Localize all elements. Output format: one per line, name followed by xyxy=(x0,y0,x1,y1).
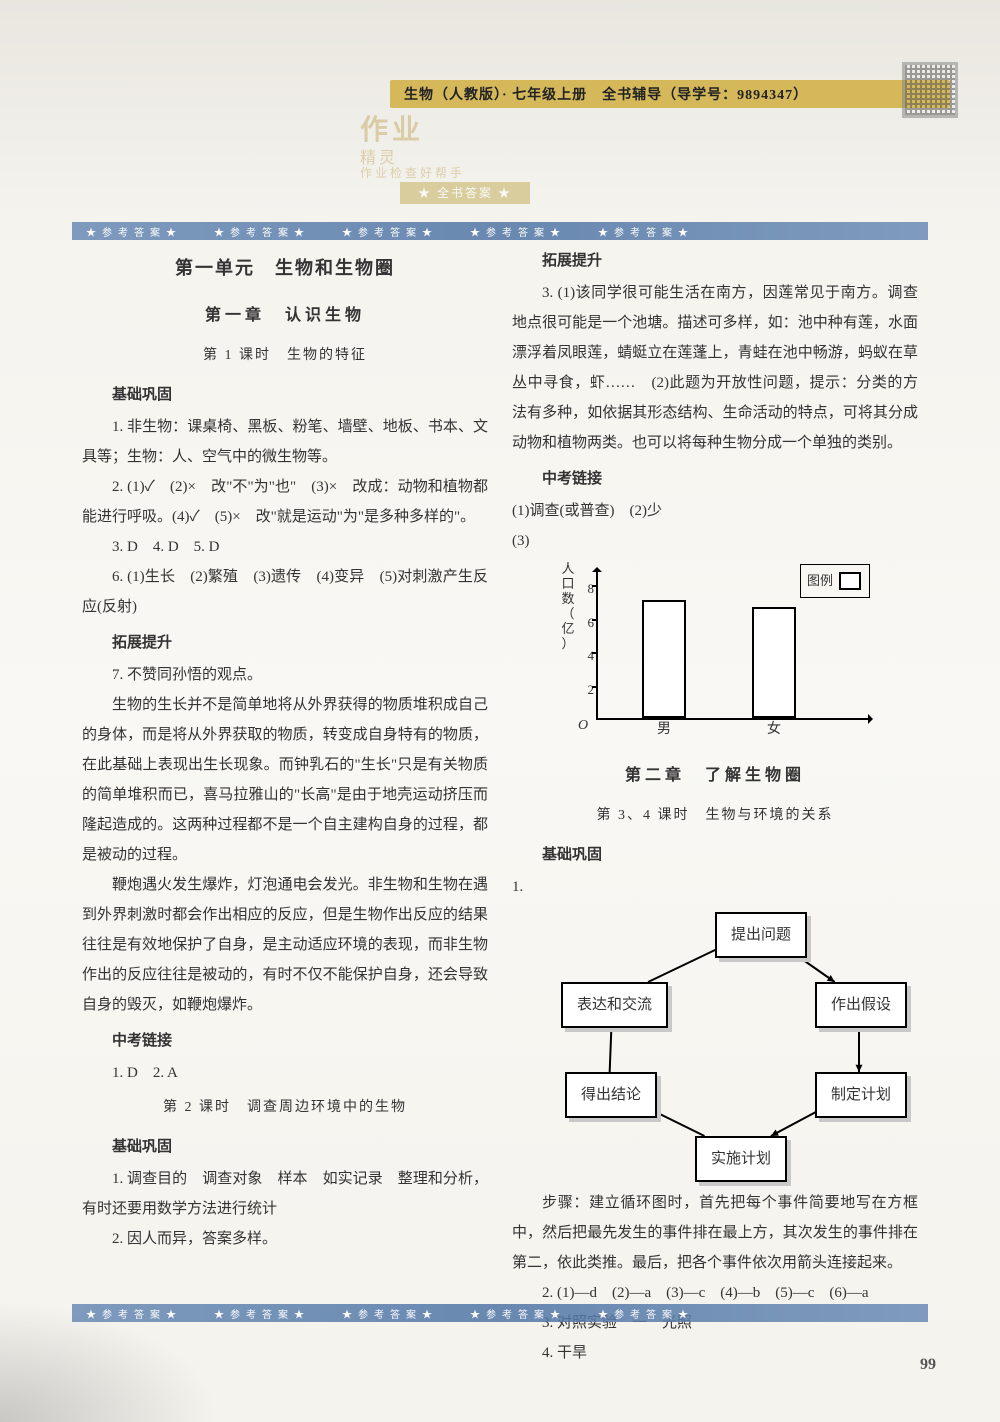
answer-ribbon: ★ 全书答案 ★ xyxy=(400,182,530,204)
flow-node: 表达和交流 xyxy=(561,982,668,1028)
flow-question-label: 1. xyxy=(512,872,918,902)
heading-basic-3: 基础巩固 xyxy=(512,840,918,870)
flow-node: 得出结论 xyxy=(565,1072,657,1118)
chapter-2-title: 第二章 了解生物圈 xyxy=(512,760,918,792)
chart-ytick: 2 xyxy=(578,677,594,703)
legend-swatch-icon xyxy=(839,572,861,590)
answer-text: 3. D 4. D 5. D xyxy=(82,532,488,562)
chapter-1-title: 第一章 认识生物 xyxy=(82,300,488,332)
chart-ytick-mark xyxy=(592,686,598,688)
chart-ytick-mark xyxy=(592,585,598,587)
heading-exam-1: 中考链接 xyxy=(82,1026,488,1056)
lesson-2-title: 第 2 课时 调查周边环境中的生物 xyxy=(82,1094,488,1122)
chart-bar xyxy=(642,600,686,718)
chart-ytick: 6 xyxy=(578,610,594,636)
chart-ytick-mark xyxy=(592,619,598,621)
population-bar-chart: 人口数（亿） O 图例 2 4 6 8 男 女 xyxy=(552,560,882,750)
watermark-line1: 作业 xyxy=(360,108,480,148)
answer-text: 1. 非生物：课桌椅、黑板、粉笔、墙壁、地板、书本、文具等；生物：人、空气中的微… xyxy=(82,412,488,472)
chart-y-label: 人口数（亿） xyxy=(560,562,576,652)
chart-origin-label: O xyxy=(578,712,588,740)
legend-label: 图例 xyxy=(807,568,833,594)
answer-text: 6. (1)生长 (2)繁殖 (3)遗传 (4)变异 (5)对刺激产生反应(反射… xyxy=(82,562,488,622)
reference-band-bottom: ★参考答案★ ★参考答案★ ★参考答案★ ★参考答案★ ★参考答案★ xyxy=(72,1304,928,1322)
answer-text: 4. 干旱 xyxy=(512,1338,918,1368)
answer-text: 生物的生长并不是简单地将从外界获得的物质堆积成自己的身体，而是将从外界获取的物质… xyxy=(82,690,488,870)
lesson-3-4-title: 第 3、4 课时 生物与环境的关系 xyxy=(512,802,918,830)
watermark-sub: 作业检查好帮手 xyxy=(360,164,480,181)
answer-text: 1. 调查目的 调查对象 样本 如实记录 整理和分析，有时还要用数学方法进行统计 xyxy=(82,1164,488,1224)
flow-node: 实施计划 xyxy=(695,1136,787,1182)
qr-code-icon xyxy=(902,62,958,118)
answer-text: 1. D 2. A xyxy=(82,1058,488,1088)
watermark: 作业 精灵 作业检查好帮手 xyxy=(360,108,480,188)
chart-bar xyxy=(752,607,796,718)
heading-basic-1: 基础巩固 xyxy=(82,380,488,410)
heading-exam-2: 中考链接 xyxy=(512,464,918,494)
answer-text: 7. 不赞同孙悟的观点。 xyxy=(82,660,488,690)
left-column: 第一单元 生物和生物圈 第一章 认识生物 第 1 课时 生物的特征 基础巩固 1… xyxy=(82,246,488,1282)
flow-node: 作出假设 xyxy=(815,982,907,1028)
chart-x-axis xyxy=(596,718,872,720)
answer-text: (1)调查(或普查) (2)少 xyxy=(512,496,918,526)
lesson-1-title: 第 1 课时 生物的特征 xyxy=(82,342,488,370)
flow-node: 制定计划 xyxy=(815,1072,907,1118)
header-title: 生物（人教版）· 七年级上册 全书辅导（导学号：9894347） xyxy=(404,84,808,104)
chart-xtick: 男 xyxy=(644,716,684,744)
chart-y-axis xyxy=(596,568,598,720)
right-column: 拓展提升 3. (1)该同学很可能生活在南方，因莲常见于南方。调查地点很可能是一… xyxy=(512,246,918,1282)
reference-band-top: ★参考答案★ ★参考答案★ ★参考答案★ ★参考答案★ ★参考答案★ xyxy=(72,222,928,240)
flow-node: 提出问题 xyxy=(715,912,807,958)
page-number: 99 xyxy=(920,1356,936,1374)
chart-ytick-mark xyxy=(592,652,598,654)
content-area: 第一单元 生物和生物圈 第一章 认识生物 第 1 课时 生物的特征 基础巩固 1… xyxy=(82,246,918,1282)
heading-extension-2: 拓展提升 xyxy=(512,246,918,276)
chart-ytick: 4 xyxy=(578,643,594,669)
chart-legend: 图例 xyxy=(800,564,870,598)
chart-ytick: 8 xyxy=(578,576,594,602)
answer-text: 2. 因人而异，答案多样。 xyxy=(82,1224,488,1254)
chart-xtick: 女 xyxy=(754,716,794,744)
answer-text: 3. (1)该同学很可能生活在南方，因莲常见于南方。调查地点很可能是一个池塘。描… xyxy=(512,278,918,458)
chart-question-label: (3) xyxy=(512,526,918,556)
answer-text: 鞭炮遇火发生爆炸，灯泡通电会发光。非生物和生物在遇到外界刺激时都会作出相应的反应… xyxy=(82,870,488,1020)
header-banner: 生物（人教版）· 七年级上册 全书辅导（导学号：9894347） xyxy=(390,80,950,108)
heading-extension-1: 拓展提升 xyxy=(82,628,488,658)
answer-text: 步骤：建立循环图时，首先把每个事件简要地写在方框中，然后把最先发生的事件排在最上… xyxy=(512,1188,918,1278)
heading-basic-2: 基础巩固 xyxy=(82,1132,488,1162)
unit-title: 第一单元 生物和生物圈 xyxy=(82,250,488,286)
inquiry-cycle-flowchart: 提出问题作出假设制定计划实施计划得出结论 表达和交流 xyxy=(515,904,915,1184)
answer-text: 2. (1)✓ (2)× 改"不"为"也" (3)× 改成：动物和植物都能进行呼… xyxy=(82,472,488,532)
